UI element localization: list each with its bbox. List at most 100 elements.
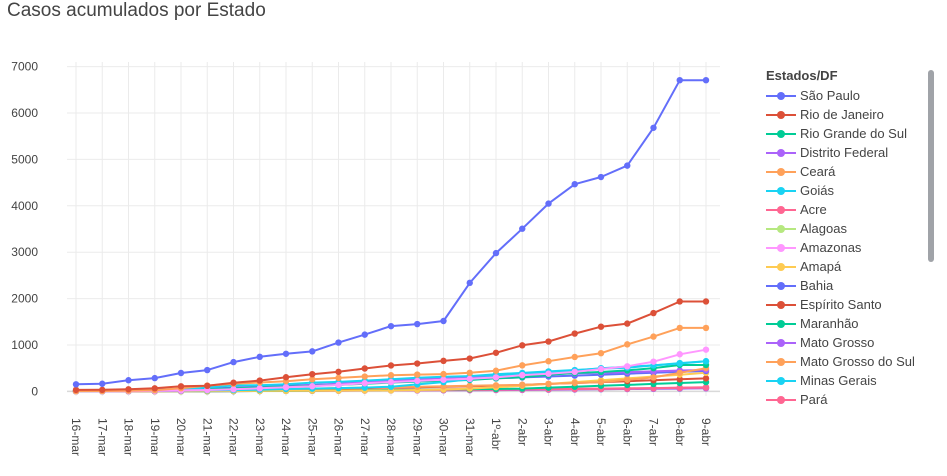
x-tick-label: 9-abr — [699, 418, 713, 446]
legend-swatch — [766, 377, 796, 385]
legend-item[interactable]: São Paulo — [760, 86, 930, 105]
legend-label: Mato Grosso do Sul — [800, 354, 915, 369]
legend-item[interactable]: Mato Grosso do Sul — [760, 352, 930, 371]
data-point — [309, 376, 316, 383]
x-tick-label: 29-mar — [410, 418, 424, 456]
legend-label: Amapá — [800, 259, 842, 274]
data-point — [125, 386, 132, 393]
legend-item[interactable]: Acre — [760, 200, 930, 219]
data-point — [597, 365, 605, 373]
data-point — [702, 383, 710, 391]
data-point — [545, 338, 552, 345]
legend-item[interactable]: Distrito Federal — [760, 143, 930, 162]
legend-swatch — [766, 301, 796, 309]
data-point — [597, 323, 605, 330]
legend-item[interactable]: Amapá — [760, 257, 930, 276]
legend-label: Goiás — [800, 183, 834, 198]
legend-item[interactable]: Mato Grosso — [760, 333, 930, 352]
series-0 — [72, 76, 710, 388]
legend-item[interactable]: Bahia — [760, 276, 930, 295]
x-tick-label: 28-mar — [384, 418, 398, 456]
data-point — [624, 320, 631, 327]
x-tick-label: 1º-abr — [489, 418, 503, 450]
data-point — [650, 333, 657, 340]
data-point — [702, 358, 710, 365]
data-point — [99, 380, 106, 387]
legend-swatch — [766, 358, 796, 366]
x-tick-label: 31-mar — [463, 418, 477, 456]
data-point — [414, 360, 421, 367]
data-point — [545, 358, 552, 365]
data-point — [519, 225, 526, 232]
legend-swatch — [766, 168, 796, 176]
x-tick-label: 20-mar — [174, 418, 188, 456]
data-point — [414, 371, 421, 378]
data-point — [624, 162, 631, 169]
chart-title: Casos acumulados por Estado — [7, 0, 266, 21]
data-point — [571, 379, 578, 387]
data-point — [597, 378, 605, 386]
x-tick-label: 6-abr — [620, 418, 634, 446]
legend-scrollbar[interactable] — [928, 70, 934, 262]
legend-swatch — [766, 206, 796, 214]
legend-items: São Paulo Rio de Janeiro Rio Grande do Sul… — [760, 86, 930, 409]
data-point — [177, 369, 185, 377]
legend-label: Alagoas — [800, 221, 847, 236]
legend-label: Bahia — [800, 278, 834, 293]
data-point — [466, 369, 473, 377]
data-point — [702, 76, 710, 84]
data-point — [466, 382, 473, 389]
data-point — [466, 355, 473, 362]
legend-item[interactable]: Rio Grande do Sul — [760, 124, 930, 143]
data-point — [230, 358, 237, 366]
legend-swatch — [766, 92, 796, 100]
data-point — [545, 370, 552, 377]
legend-item[interactable]: Pará — [760, 390, 930, 409]
data-point — [387, 378, 395, 386]
x-tick-label: 16-mar — [69, 418, 83, 456]
legend-swatch — [766, 149, 796, 157]
legend-item[interactable]: Goiás — [760, 181, 930, 200]
data-point — [650, 358, 657, 365]
legend-label: Mato Grosso — [800, 335, 875, 350]
data-point — [387, 383, 395, 390]
data-point — [309, 370, 316, 378]
data-point — [466, 279, 473, 287]
data-point — [545, 200, 552, 207]
legend-swatch — [766, 187, 796, 195]
legend-label: Rio de Janeiro — [800, 107, 884, 122]
legend-item[interactable]: Rio de Janeiro — [760, 105, 930, 124]
data-point — [282, 350, 290, 357]
legend-item[interactable]: Espírito Santo — [760, 295, 930, 314]
data-point — [492, 349, 500, 356]
legend-label: Rio Grande do Sul — [800, 126, 907, 141]
legend-item[interactable]: Maranhão — [760, 314, 930, 333]
data-point — [519, 381, 526, 389]
legend-title: Estados/DF — [766, 68, 838, 83]
data-point — [492, 382, 500, 389]
x-tick-label: 23-mar — [253, 418, 267, 456]
legend-item[interactable]: Alagoas — [760, 219, 930, 238]
data-point — [151, 374, 158, 382]
legend-swatch — [766, 111, 796, 119]
y-tick-label: 2000 — [11, 292, 38, 306]
data-point — [204, 366, 211, 374]
data-point — [624, 376, 631, 383]
x-tick-label: 8-abr — [673, 418, 687, 446]
legend-item[interactable]: Ceará — [760, 162, 930, 181]
x-tick-label: 17-mar — [95, 418, 109, 456]
data-point — [676, 351, 683, 358]
data-point — [519, 362, 526, 369]
data-point — [230, 386, 237, 393]
data-point — [571, 180, 578, 188]
data-point — [676, 376, 683, 383]
legend-item[interactable]: Minas Gerais — [760, 371, 930, 390]
x-tick-label: 25-mar — [305, 418, 319, 456]
data-point — [492, 249, 500, 257]
data-point — [177, 383, 185, 390]
legend-item[interactable]: Amazonas — [760, 238, 930, 257]
data-point — [519, 371, 526, 379]
legend-swatch — [766, 320, 796, 328]
data-point — [151, 385, 158, 392]
data-point — [361, 373, 368, 380]
